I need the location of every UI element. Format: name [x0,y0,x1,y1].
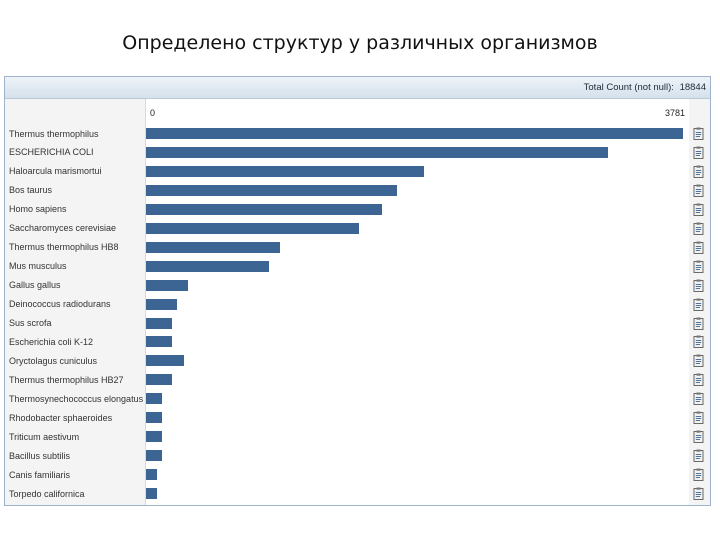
clipboard-icon[interactable] [693,373,704,387]
bar-chart: 0 3781 [145,99,689,505]
clipboard-icon[interactable] [693,298,704,311]
organism-label: Canis familiaris [9,469,71,480]
clipboard-icon[interactable] [693,335,704,349]
organism-label: Gallus gallus [9,280,61,291]
organism-bar[interactable] [146,184,398,196]
organism-label: Bacillus subtilis [9,450,71,461]
clipboard-icon[interactable] [693,392,704,406]
clipboard-icon[interactable] [693,354,704,368]
clipboard-icon[interactable] [693,146,704,159]
total-count-value: 18844 [679,82,706,93]
organism-bar[interactable] [146,469,157,481]
organism-label: Mus musculus [9,261,67,272]
organism-bar[interactable] [146,298,177,310]
organism-bar[interactable] [146,146,608,158]
organism-label: Deinococcus radiodurans [9,299,111,310]
organism-bar[interactable] [146,128,683,139]
clipboard-icon[interactable] [693,203,704,216]
total-count-label: Total Count (not null): [583,82,674,93]
clipboard-icon[interactable] [693,468,704,482]
organism-bar[interactable] [146,241,280,253]
organism-bar[interactable] [146,336,173,348]
clipboard-icon[interactable] [693,241,704,254]
organism-label: Thermus thermophilus [9,128,99,139]
clipboard-icon[interactable] [693,127,704,140]
organism-label: Thermus thermophilus HB27 [9,374,124,385]
organism-bar[interactable] [146,431,162,443]
organism-label: Triticum aestivum [9,431,80,442]
organism-label: Escherichia coli K-12 [9,336,94,347]
organism-label: Haloarcula marismortui [9,166,102,177]
organism-bar[interactable] [146,165,425,177]
clipboard-icon[interactable] [693,222,704,235]
organism-label: Sus scrofa [9,318,52,328]
clipboard-icon[interactable] [693,184,704,197]
chart-panel: Total Count (not null): 18844 0 3781 The… [4,76,711,506]
organism-bar[interactable] [146,450,162,462]
organism-bar[interactable] [146,203,382,215]
organism-label: Oryctolagus cuniculus [9,355,98,366]
axis-max-label: 3781 [664,108,685,118]
panel-header: Total Count (not null): 18844 [5,77,710,99]
organism-label: Saccharomyces cerevisiae [9,223,117,234]
organism-label: Torpedo californica [9,488,85,499]
clipboard-icon[interactable] [693,487,704,500]
organism-label: Bos taurus [9,185,53,196]
clipboard-icon[interactable] [693,279,704,292]
organism-bar[interactable] [146,412,162,424]
organism-label: ESCHERICHIA COLI [9,147,94,158]
total-count: Total Count (not null): 18844 [584,82,706,93]
organism-bar[interactable] [146,393,162,405]
clipboard-icon[interactable] [693,449,704,463]
axis-min-label: 0 [150,108,156,118]
organism-bar[interactable] [146,374,173,386]
organism-bar[interactable] [146,317,173,329]
organism-bar[interactable] [146,279,188,291]
slide-title: Определено структур у различных организм… [122,32,598,54]
organism-label: Homo sapiens [9,204,67,215]
clipboard-icon[interactable] [693,430,704,444]
organism-label: Thermosynechococcus elongatus [9,393,144,404]
clipboard-icon[interactable] [693,317,704,330]
organism-label: Rhodobacter sphaeroides [9,412,113,423]
organism-bar[interactable] [146,260,269,272]
organism-bar[interactable] [146,222,360,234]
clipboard-icon[interactable] [693,260,704,273]
organism-bar[interactable] [146,355,184,367]
clipboard-icon[interactable] [693,411,704,425]
organism-label: Thermus thermophilus HB8 [9,242,119,253]
clipboard-icon[interactable] [693,165,704,178]
organism-bar[interactable] [146,488,157,500]
